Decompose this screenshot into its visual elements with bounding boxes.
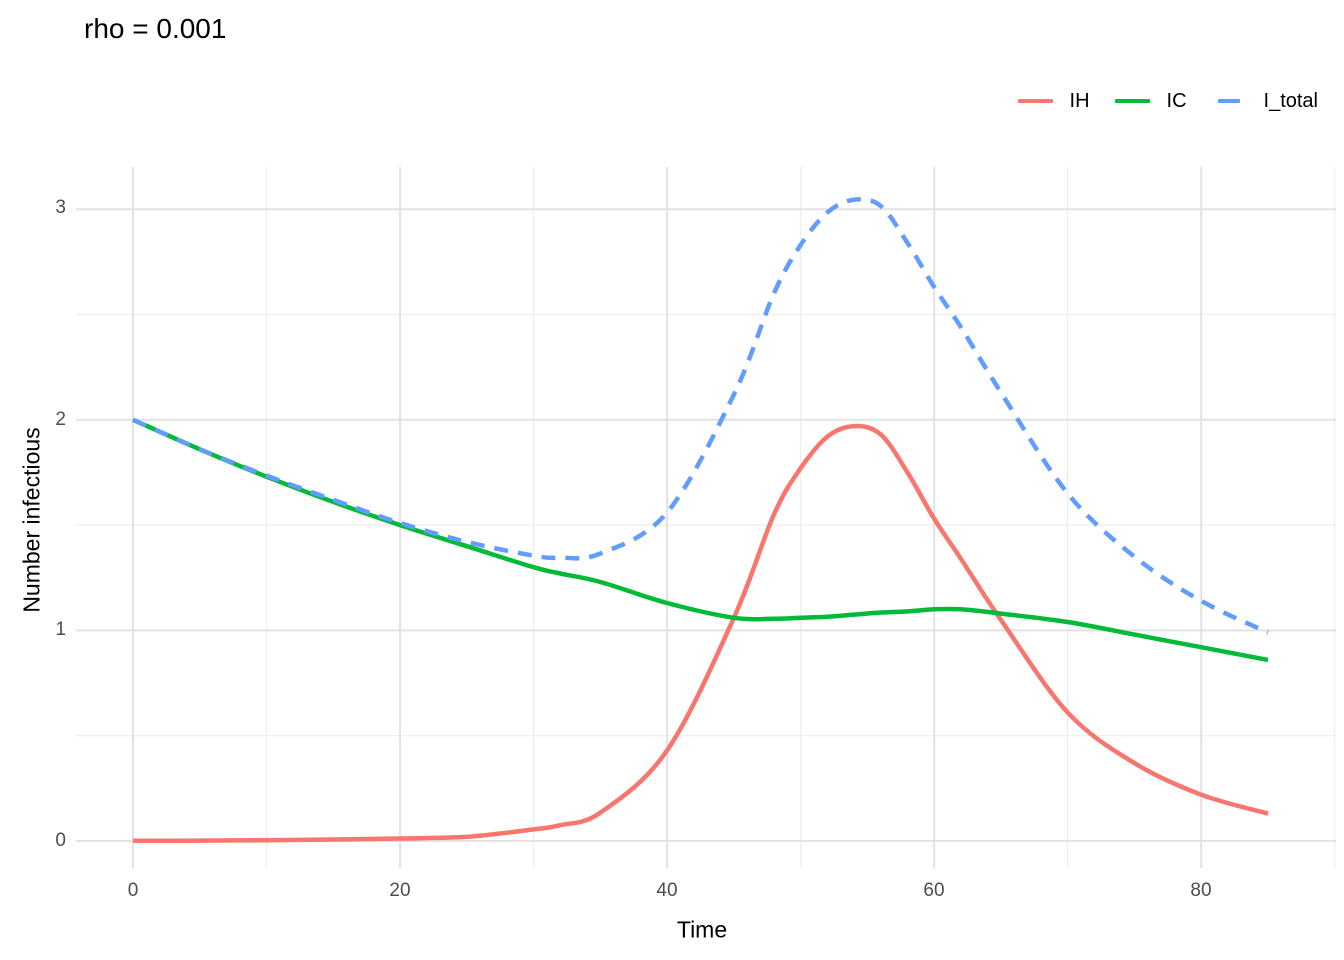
legend-key <box>1212 87 1247 115</box>
x-tick-label: 20 <box>389 880 411 901</box>
y-axis-title: Number infectious <box>18 427 45 613</box>
line-swatch-icon <box>1114 99 1150 103</box>
legend-item-ih: IH <box>1017 87 1090 115</box>
legend-item-itotal: I_total <box>1212 87 1318 115</box>
y-tick-label: 3 <box>55 197 66 218</box>
y-tick-label: 2 <box>55 409 66 430</box>
y-tick-label: 1 <box>55 619 66 640</box>
legend-key <box>1017 87 1053 115</box>
legend: IH IC I_total <box>1017 86 1318 116</box>
x-tick-label: 40 <box>656 880 678 901</box>
x-tick-label: 60 <box>923 880 945 901</box>
legend-label: IC <box>1166 89 1187 112</box>
series-line-I_total <box>132 197 1269 635</box>
legend-label: IH <box>1069 89 1090 112</box>
legend-item-ic: IC <box>1114 87 1187 115</box>
legend-key <box>1114 87 1150 115</box>
legend-label: I_total <box>1263 89 1318 112</box>
line-swatch-icon <box>1218 99 1241 103</box>
y-tick-label: 0 <box>55 830 66 851</box>
series-line-IH <box>132 423 1269 844</box>
line-swatch-icon <box>1017 99 1053 103</box>
x-tick-label: 80 <box>1190 880 1212 901</box>
x-axis-title: Time <box>676 916 728 943</box>
chart-title: rho = 0.001 <box>84 13 227 44</box>
x-tick-label: 0 <box>127 880 139 901</box>
